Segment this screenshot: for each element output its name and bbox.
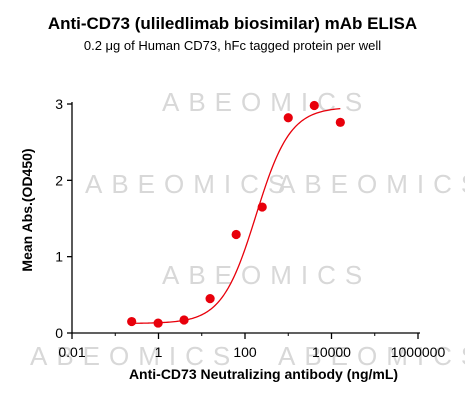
points-layer [127,100,345,328]
data-point [309,100,319,111]
y-tick-label: 3 [55,96,63,112]
x-tick-label: 100 [233,344,257,360]
axes: 0 1 2 3 0.01 1 100 10000 1000000 [55,96,445,360]
y-tick-label: 2 [55,172,63,188]
data-point [231,229,241,240]
x-tick-label: 10000 [312,344,351,360]
data-point [335,117,345,127]
watermarks: ABEOMICSABEOMICSABEOMICSABEOMICSABEOMICS… [30,87,465,371]
data-point [283,113,293,123]
watermark-text: ABEOMICS [278,169,465,199]
watermark-text: ABEOMICS [30,341,239,371]
y-tick-label: 1 [55,249,63,265]
x-tick-label: 1000000 [391,344,446,360]
watermark-text: ABEOMICS [85,169,294,199]
data-point [205,294,215,304]
x-axis-label: Anti-CD73 Neutralizing antibody (ng/mL) [128,366,399,382]
x-tick-label: 1 [155,344,163,360]
data-point [127,316,137,327]
data-point [153,318,163,328]
fit-curve [131,107,341,324]
x-tick-label: 0.01 [58,344,85,360]
chart-title: Anti-CD73 (uliledlimab biosimilar) mAb E… [47,14,418,33]
chart-subtitle: 0.2 μg of Human CD73, hFc tagged protein… [83,38,382,53]
data-point [257,202,267,212]
curve-layer [131,107,341,324]
watermark-text: ABEOMICS [162,87,371,117]
watermark-text: ABEOMICS [278,341,465,371]
watermark-text: ABEOMICS [162,260,371,290]
y-tick-label: 0 [55,325,63,341]
data-point [179,315,189,325]
